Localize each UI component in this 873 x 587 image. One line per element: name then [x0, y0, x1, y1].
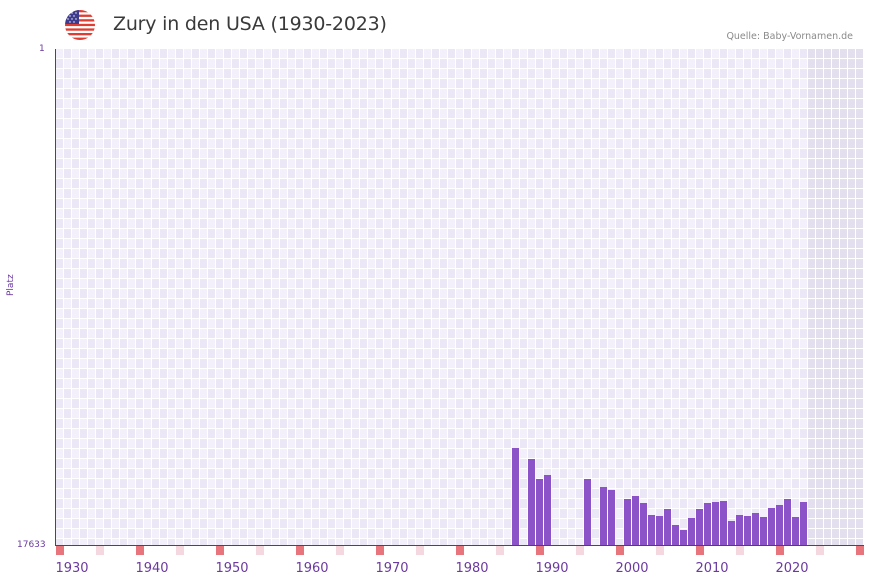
bar-1987[interactable]	[512, 448, 519, 545]
x-tick-1980: 1980	[455, 561, 489, 576]
year-marker-1940	[136, 546, 144, 555]
bar-2006[interactable]	[664, 509, 671, 545]
x-tick-1960: 1960	[295, 561, 329, 576]
year-marker-1950	[216, 546, 224, 555]
plot-area	[56, 49, 864, 548]
y-tick-bottom: 17633	[17, 540, 46, 550]
bar-2003[interactable]	[640, 503, 647, 545]
bar-2009[interactable]	[688, 518, 695, 545]
bar-2001[interactable]	[624, 499, 631, 545]
year-marker-1990	[536, 546, 544, 555]
bar-2008[interactable]	[680, 530, 687, 545]
year-marker-2010	[696, 546, 704, 555]
y-tick-top: 1	[39, 44, 45, 54]
year-marker-2020	[776, 546, 784, 555]
year-marker-1985	[496, 546, 504, 555]
bar-2010[interactable]	[696, 509, 703, 545]
x-tick-1990: 1990	[535, 561, 569, 576]
bar-2012[interactable]	[712, 502, 719, 545]
x-axis-line	[55, 545, 864, 546]
year-marker-2000	[616, 546, 624, 555]
x-tick-1970: 1970	[375, 561, 409, 576]
bar-1990[interactable]	[536, 479, 543, 545]
year-marker-1980	[456, 546, 464, 555]
chart-title: Zury in den USA (1930-2023)	[113, 13, 387, 35]
year-marker-1960	[296, 546, 304, 555]
x-tick-1950: 1950	[215, 561, 249, 576]
bar-1996[interactable]	[584, 479, 591, 545]
y-axis-line	[55, 49, 56, 546]
year-marker-1955	[256, 546, 264, 555]
bar-2013[interactable]	[720, 501, 727, 545]
bar-2011[interactable]	[704, 503, 711, 545]
bar-2002[interactable]	[632, 496, 639, 545]
year-marker-1935	[96, 546, 104, 555]
year-marker-1975	[416, 546, 424, 555]
x-tick-1940: 1940	[135, 561, 169, 576]
year-marker-2030	[856, 546, 864, 555]
usa-flag-icon	[65, 10, 95, 40]
y-axis-label: Platz	[6, 274, 16, 296]
bar-2022[interactable]	[792, 517, 799, 545]
bar-1991[interactable]	[544, 475, 551, 545]
x-tick-2000: 2000	[615, 561, 649, 576]
bar-2018[interactable]	[760, 517, 767, 545]
bar-2017[interactable]	[752, 513, 759, 545]
bar-2021[interactable]	[784, 499, 791, 545]
x-tick-2020: 2020	[775, 561, 809, 576]
year-marker-1970	[376, 546, 384, 555]
bar-2019[interactable]	[768, 508, 775, 545]
year-marker-1995	[576, 546, 584, 555]
bar-1999[interactable]	[608, 490, 615, 545]
bar-1998[interactable]	[600, 487, 607, 545]
grid	[56, 49, 863, 548]
bar-2023[interactable]	[800, 502, 807, 545]
source-label: Quelle: Baby-Vornamen.de	[726, 31, 853, 42]
bar-2007[interactable]	[672, 525, 679, 545]
year-marker-1965	[336, 546, 344, 555]
bar-2005[interactable]	[656, 516, 663, 545]
bar-2016[interactable]	[744, 516, 751, 545]
bar-2015[interactable]	[736, 515, 743, 545]
year-marker-2015	[736, 546, 744, 555]
bar-2004[interactable]	[648, 515, 655, 545]
year-marker-2025	[816, 546, 824, 555]
year-marker-1945	[176, 546, 184, 555]
year-marker-2005	[656, 546, 664, 555]
bar-2014[interactable]	[728, 521, 735, 545]
bar-1989[interactable]	[528, 459, 535, 545]
year-marker-1930	[56, 546, 64, 555]
x-tick-1930: 1930	[55, 561, 89, 576]
bar-2020[interactable]	[776, 505, 783, 545]
x-tick-2010: 2010	[695, 561, 729, 576]
